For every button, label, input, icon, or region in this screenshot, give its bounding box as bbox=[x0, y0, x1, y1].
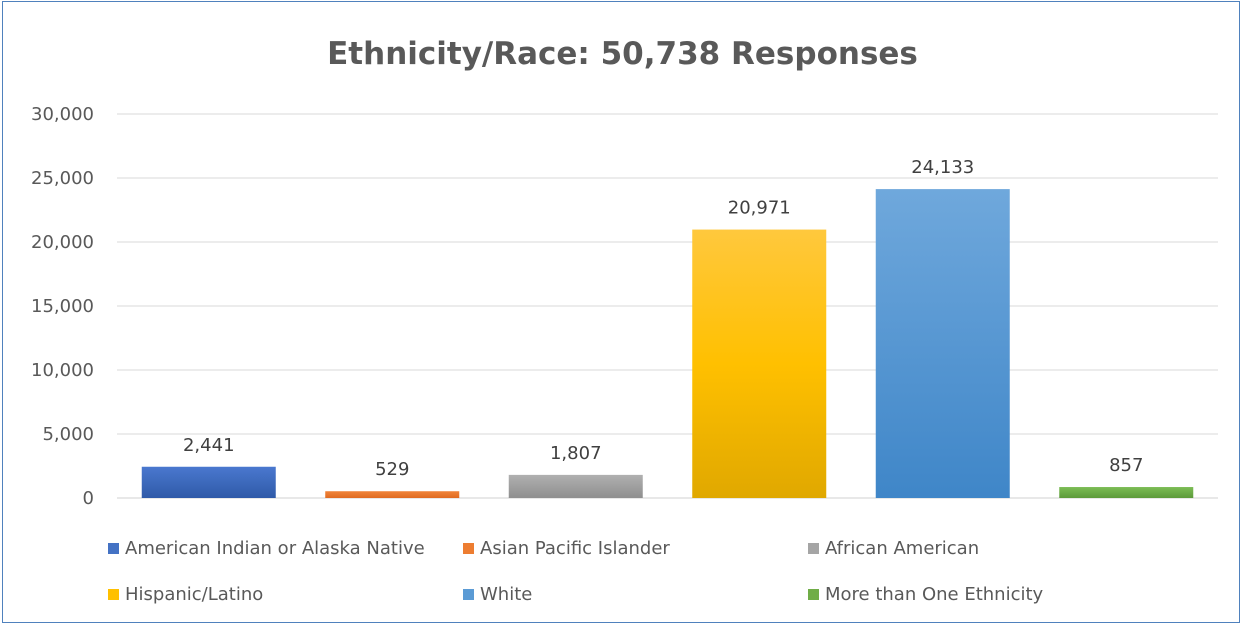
bar-0 bbox=[141, 466, 276, 498]
y-tick-label: 15,000 bbox=[31, 296, 94, 317]
bar-4 bbox=[875, 189, 1010, 498]
data-label-2: 1,807 bbox=[550, 443, 602, 464]
data-label-0: 2,441 bbox=[183, 435, 235, 456]
y-tick-label: 10,000 bbox=[31, 360, 94, 381]
data-label-4: 24,133 bbox=[911, 157, 974, 178]
bar-2 bbox=[508, 474, 643, 498]
data-label-3: 20,971 bbox=[728, 198, 791, 219]
y-tick-label: 25,000 bbox=[31, 168, 94, 189]
bar-1 bbox=[325, 491, 460, 498]
bar-3 bbox=[692, 229, 827, 498]
y-tick-label: 20,000 bbox=[31, 232, 94, 253]
data-label-1: 529 bbox=[375, 459, 409, 480]
y-tick-label: 0 bbox=[83, 488, 94, 509]
y-tick-label: 30,000 bbox=[31, 104, 94, 125]
bar-5 bbox=[1059, 487, 1194, 498]
y-tick-label: 5,000 bbox=[42, 424, 94, 445]
data-label-5: 857 bbox=[1109, 455, 1143, 476]
chart-title: Ethnicity/Race: 50,738 Responses bbox=[327, 36, 918, 72]
